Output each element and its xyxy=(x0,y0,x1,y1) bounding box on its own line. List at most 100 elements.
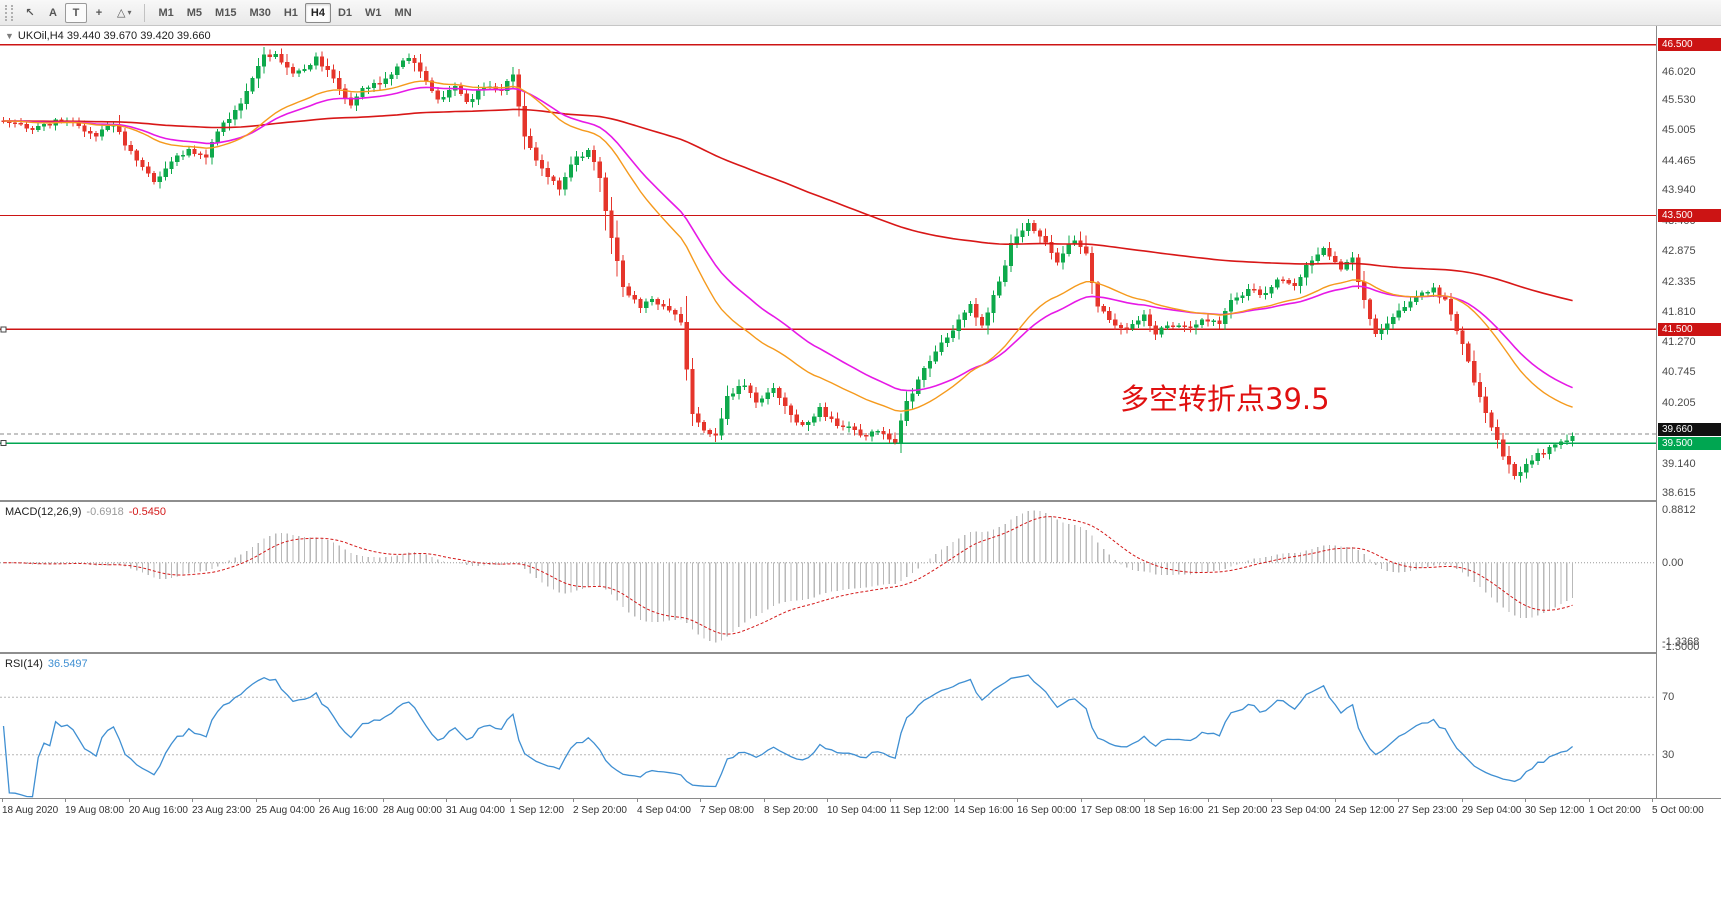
candle-body xyxy=(649,299,655,302)
toolbar-drag-handle[interactable] xyxy=(5,4,13,21)
candle-body xyxy=(244,90,249,105)
tool-button-label-a[interactable]: A xyxy=(42,3,64,23)
time-label: 16 Sep 00:00 xyxy=(1017,805,1077,816)
hline-handle-41.500 xyxy=(0,326,7,333)
timeframe-button-m1[interactable]: M1 xyxy=(158,6,174,19)
candle-body xyxy=(690,369,695,414)
candle-body xyxy=(1385,323,1390,330)
toolbar: ↖ A T + △ ▾ M1 M5 M15 M30 H1 H4 D1 W1 MN xyxy=(0,0,1721,26)
time-axis[interactable]: 18 Aug 2020 19 Aug 08:00 20 Aug 16:00 23 Au… xyxy=(0,798,1721,822)
candle-body xyxy=(366,87,371,89)
text-box-icon: T xyxy=(72,6,80,19)
tool-button-shapes[interactable]: △ ▾ xyxy=(111,3,137,23)
candle-body xyxy=(348,97,354,106)
candle-body xyxy=(360,87,365,98)
chart-title-text: UKOil,H4 39.440 39.670 39.420 39.660 xyxy=(17,30,211,42)
macd-panel-canvas[interactable] xyxy=(0,502,1656,652)
price-axis[interactable]: 46.02045.53045.00544.46543.94043.40042.8… xyxy=(1656,26,1721,798)
price-level-badge-41.500: 41.500 xyxy=(1658,322,1721,336)
time-label: 18 Sep 16:00 xyxy=(1144,805,1204,816)
candle-body xyxy=(1315,254,1320,261)
candle-body xyxy=(296,70,301,74)
candle-body xyxy=(1014,236,1019,244)
candle-body xyxy=(817,407,823,417)
candle-body xyxy=(1309,260,1315,266)
price-scale-label: 46.020 xyxy=(1662,66,1696,79)
time-label: 30 Sep 12:00 xyxy=(1525,805,1585,816)
crosshair-icon: + xyxy=(95,6,103,19)
rsi-value: 36.5497 xyxy=(47,658,88,670)
timeframe-button-h4[interactable]: H4 xyxy=(304,2,331,23)
candle-body xyxy=(93,133,99,137)
candle-body xyxy=(1107,311,1112,321)
candle-body xyxy=(134,150,139,161)
candle-body xyxy=(701,422,707,431)
candle-body xyxy=(1060,253,1066,263)
panel-separator-rsi[interactable] xyxy=(0,652,1721,654)
candle-body xyxy=(1280,279,1286,281)
candle-body xyxy=(991,295,996,313)
candle-body xyxy=(395,66,400,76)
candle-body xyxy=(713,433,718,436)
time-label: 31 Aug 04:00 xyxy=(446,805,505,816)
candle-body xyxy=(574,156,579,165)
candle-body xyxy=(748,385,753,393)
candle-body xyxy=(261,54,267,67)
macd-scale-zero: 0.00 xyxy=(1662,556,1684,569)
chart-title: ▼ UKOil,H4 39.440 39.670 39.420 39.660 xyxy=(5,30,211,42)
candle-body xyxy=(1338,261,1344,270)
rsi-panel-canvas[interactable] xyxy=(0,654,1656,798)
candle-body xyxy=(1333,256,1338,263)
main-chart-canvas[interactable] xyxy=(0,26,1656,500)
candle-body xyxy=(864,434,869,437)
price-scale-label: 43.940 xyxy=(1662,184,1696,197)
price-scale-label: 39.140 xyxy=(1662,457,1696,470)
time-label: 23 Sep 04:00 xyxy=(1271,805,1331,816)
candle-body xyxy=(1564,440,1569,443)
candle-body xyxy=(1529,460,1535,465)
candle-body xyxy=(1251,288,1257,291)
timeframe-button-m30[interactable]: M30 xyxy=(249,6,271,19)
candle-body xyxy=(412,58,417,63)
time-label: 25 Aug 04:00 xyxy=(256,805,315,816)
candle-body xyxy=(1003,265,1008,282)
time-label: 17 Sep 08:00 xyxy=(1081,805,1141,816)
candle-body xyxy=(1095,282,1100,307)
timeframe-button-m5[interactable]: M5 xyxy=(186,6,203,19)
timeframe-button-d1[interactable]: D1 xyxy=(337,6,353,19)
time-label: 20 Aug 16:00 xyxy=(129,805,188,816)
timeframe-button-w1[interactable]: W1 xyxy=(365,6,382,19)
time-tick xyxy=(700,799,701,802)
candle-body xyxy=(1286,279,1292,284)
candle-body xyxy=(1199,319,1205,325)
candle-body xyxy=(586,150,591,158)
time-label: 27 Sep 23:00 xyxy=(1398,805,1458,816)
candle-body xyxy=(354,96,359,106)
candle-body xyxy=(285,62,290,68)
timeframe-button-mn[interactable]: MN xyxy=(394,6,412,19)
candle-body xyxy=(36,126,41,130)
timeframe-button-m15[interactable]: M15 xyxy=(215,6,237,19)
candle-body xyxy=(927,360,933,369)
tool-button-crosshair[interactable]: + xyxy=(88,3,110,23)
candle-body xyxy=(997,281,1002,296)
panel-separator-macd[interactable] xyxy=(0,500,1721,502)
candle-body xyxy=(1477,381,1483,398)
chart-collapse-icon[interactable]: ▼ xyxy=(5,31,14,41)
time-label: 1 Oct 20:00 xyxy=(1589,805,1641,816)
tool-button-cursor[interactable]: ↖ xyxy=(19,3,41,23)
candle-body xyxy=(30,128,35,130)
chevron-down-icon: ▾ xyxy=(127,8,132,17)
candle-body xyxy=(163,168,168,178)
time-tick xyxy=(1208,799,1209,802)
annotation-text[interactable]: 多空转折点39.5 xyxy=(1120,382,1330,416)
macd-scale-bottom: -1.5000 xyxy=(1662,641,1700,653)
time-tick xyxy=(1589,799,1590,802)
candle-body xyxy=(505,80,510,92)
price-scale-label: 40.745 xyxy=(1662,366,1696,379)
timeframe-button-h1[interactable]: H1 xyxy=(283,6,298,19)
candle-body xyxy=(1101,306,1106,312)
tool-button-text-box[interactable]: T xyxy=(65,2,87,23)
time-tick xyxy=(637,799,638,802)
